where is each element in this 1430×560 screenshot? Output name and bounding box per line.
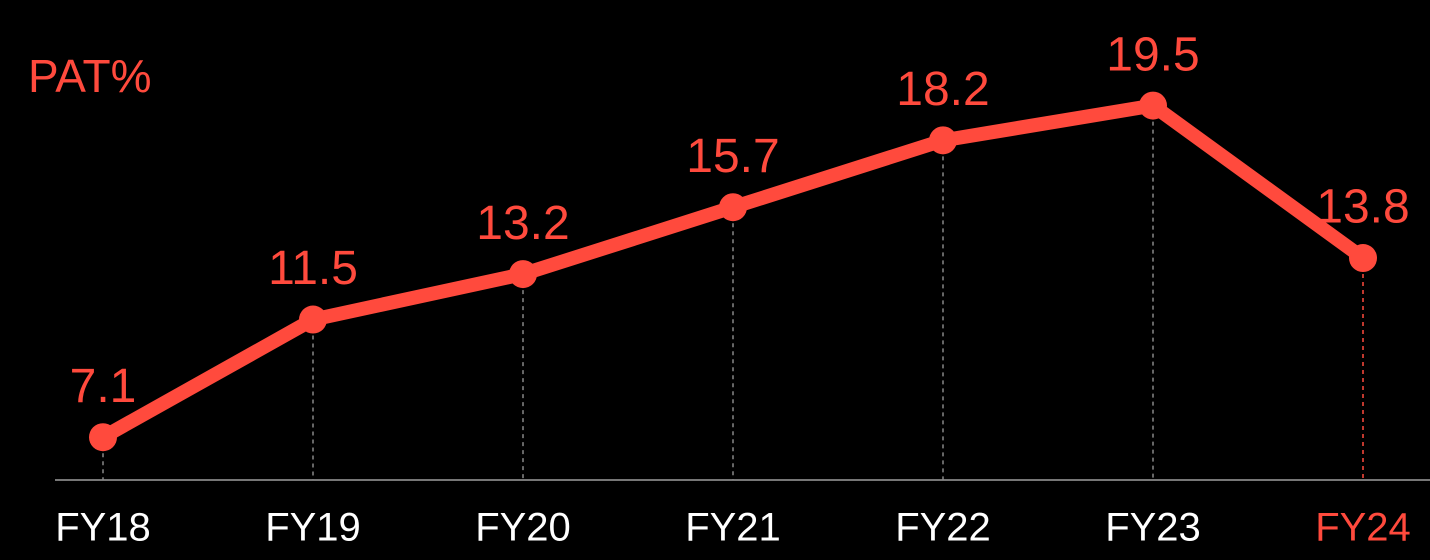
point — [929, 126, 957, 155]
point — [299, 305, 327, 334]
x-tick-label: FY20 — [475, 506, 571, 550]
point — [1139, 91, 1167, 120]
x-tick-label: FY24 — [1315, 506, 1411, 550]
data-label: 11.5 — [268, 242, 358, 295]
x-tick-label: FY23 — [1105, 506, 1201, 550]
data-label: 15.7 — [686, 130, 779, 183]
data-label: 13.8 — [1316, 181, 1409, 234]
data-label: 7.1 — [70, 360, 137, 413]
point — [509, 260, 537, 289]
x-tick-label: FY18 — [55, 506, 151, 550]
x-tick-label: FY22 — [895, 506, 991, 550]
point — [1349, 244, 1377, 273]
x-tick-label: FY21 — [685, 506, 781, 550]
data-label: 18.2 — [896, 63, 989, 116]
x-tick-label: FY19 — [265, 506, 361, 550]
data-label: 19.5 — [1106, 28, 1199, 81]
point — [89, 423, 117, 452]
point — [719, 193, 747, 222]
chart-title: PAT% — [28, 50, 152, 102]
data-label: 13.2 — [476, 197, 569, 250]
